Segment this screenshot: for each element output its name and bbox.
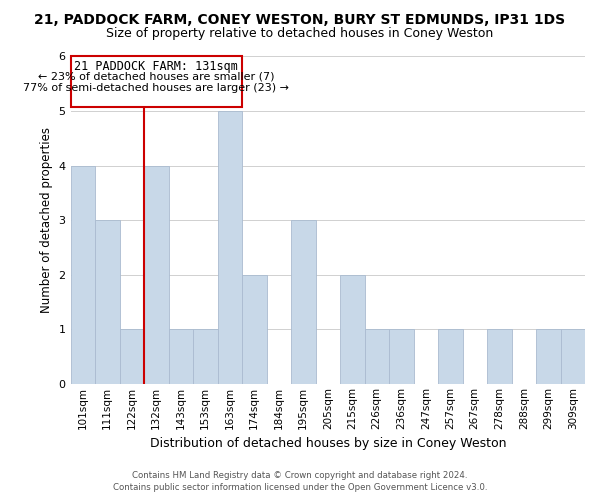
- Text: 21, PADDOCK FARM, CONEY WESTON, BURY ST EDMUNDS, IP31 1DS: 21, PADDOCK FARM, CONEY WESTON, BURY ST …: [34, 12, 566, 26]
- Text: ← 23% of detached houses are smaller (7): ← 23% of detached houses are smaller (7): [38, 71, 275, 81]
- Bar: [487, 329, 511, 384]
- Bar: [193, 329, 218, 384]
- Bar: [169, 329, 193, 384]
- Bar: [144, 166, 169, 384]
- Bar: [218, 111, 242, 384]
- Bar: [536, 329, 560, 384]
- Bar: [95, 220, 119, 384]
- X-axis label: Distribution of detached houses by size in Coney Weston: Distribution of detached houses by size …: [149, 437, 506, 450]
- Text: 77% of semi-detached houses are larger (23) →: 77% of semi-detached houses are larger (…: [23, 82, 289, 92]
- Text: 21 PADDOCK FARM: 131sqm: 21 PADDOCK FARM: 131sqm: [74, 60, 238, 73]
- Bar: [438, 329, 463, 384]
- Bar: [560, 329, 585, 384]
- FancyBboxPatch shape: [71, 56, 242, 106]
- Bar: [365, 329, 389, 384]
- Text: Contains HM Land Registry data © Crown copyright and database right 2024.
Contai: Contains HM Land Registry data © Crown c…: [113, 471, 487, 492]
- Bar: [119, 329, 144, 384]
- Y-axis label: Number of detached properties: Number of detached properties: [40, 127, 53, 313]
- Bar: [389, 329, 413, 384]
- Bar: [242, 274, 266, 384]
- Text: Size of property relative to detached houses in Coney Weston: Size of property relative to detached ho…: [106, 28, 494, 40]
- Bar: [71, 166, 95, 384]
- Bar: [291, 220, 316, 384]
- Bar: [340, 274, 365, 384]
